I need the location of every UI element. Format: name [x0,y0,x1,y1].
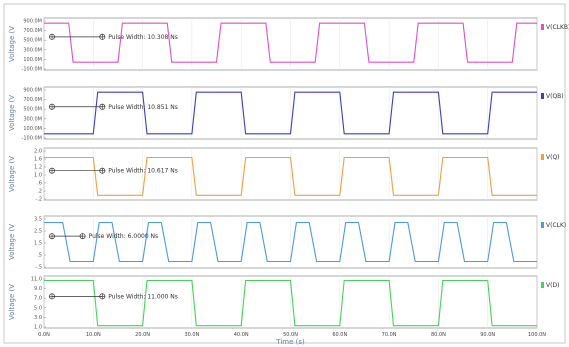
y-tick-label: -100.0M [22,67,42,73]
y-axis-label: Voltage (V [8,26,16,62]
y-tick-label: 900.0M [23,88,42,94]
waveform-trace-vclkb [44,22,537,63]
x-tick-label: 90.0N [480,332,495,338]
y-axis-label: Voltage (V [8,284,16,320]
legend-swatch [541,154,544,160]
y-tick-label: 300.0M [23,116,42,122]
waveform-trace-vclk [44,221,537,263]
legend-swatch [541,93,544,99]
y-tick-label: 3.0 [34,315,42,321]
y-tick-label: 3.5 [34,217,42,223]
y-tick-label: 11.0 [31,277,42,283]
y-axis-label: Voltage (V [8,95,16,131]
y-tick-label: 2.0 [34,149,42,155]
x-tick-label: 30.0N [184,332,199,338]
y-tick-label: 1.0 [34,325,42,331]
y-tick-label: 5.0 [34,305,42,311]
y-tick-label: 500.0M [23,38,42,44]
y-tick-label: 700.0M [23,97,42,103]
y-tick-label: 100.0M [23,57,42,63]
y-tick-label: 1.0 [34,173,42,179]
y-axis-label: Voltage (V [8,224,16,260]
y-tick-label: 100.0M [23,126,42,132]
legend-swatch [541,222,544,228]
y-tick-label: .2 [37,189,42,195]
y-tick-label: .5 [37,253,42,259]
y-tick-label: 9.0 [34,286,42,292]
y-tick-label: 300.0M [23,47,42,53]
pulse-width-label: Pulse Width: 6.0000 Ns [89,233,159,240]
pulse-width-label: Pulse Width: 11.000 Ns [108,293,178,300]
waveform-trace-vq [44,156,537,196]
pulse-width-label: Pulse Width: 10.308 Ns [108,34,178,41]
y-tick-label: .6 [37,181,42,187]
x-axis-label: Time (s) [275,338,305,346]
x-tick-label: 70.0N [382,332,397,338]
pulse-width-label: Pulse Width: 10.851 Ns [108,104,178,111]
legend-label: V(CLKB) [546,24,569,31]
legend-label: V(D) [546,282,559,289]
legend-swatch [541,282,544,288]
y-tick-label: 1.6 [34,157,42,163]
x-tick-label: 10.0N [86,332,101,338]
pulse-width-label: Pulse Width: 10.617 Ns [108,168,178,175]
x-tick-label: 20.0N [135,332,150,338]
legend-label: V(CLK) [546,222,566,229]
waveform-trace-vqb [44,91,537,135]
x-tick-label: 80.0N [431,332,446,338]
y-tick-label: 500.0M [23,107,42,113]
y-tick-label: -100.0M [22,136,42,142]
y-tick-label: 700.0M [23,28,42,34]
y-tick-label: 1.2 [34,165,42,171]
y-tick-label: -.5 [35,265,42,271]
y-tick-label: 2.5 [34,229,42,235]
x-tick-label: 60.0N [332,332,347,338]
waveform-trace-vd [44,279,537,327]
x-tick-label: 0.0N [38,332,50,338]
y-axis-label: Voltage (V [8,156,16,192]
x-tick-label: 40.0N [234,332,249,338]
y-tick-label: 7.0 [34,296,42,302]
y-tick-label: 900.0M [23,19,42,25]
x-tick-label: 100.0N [528,332,546,338]
y-tick-label: -.2 [35,197,42,203]
legend-swatch [541,24,544,30]
y-tick-label: 1.5 [34,241,42,247]
outer-frame [3,3,566,344]
x-tick-label: 50.0N [283,332,298,338]
legend-label: V(Q) [546,154,560,161]
legend-label: V(QB) [546,93,564,100]
